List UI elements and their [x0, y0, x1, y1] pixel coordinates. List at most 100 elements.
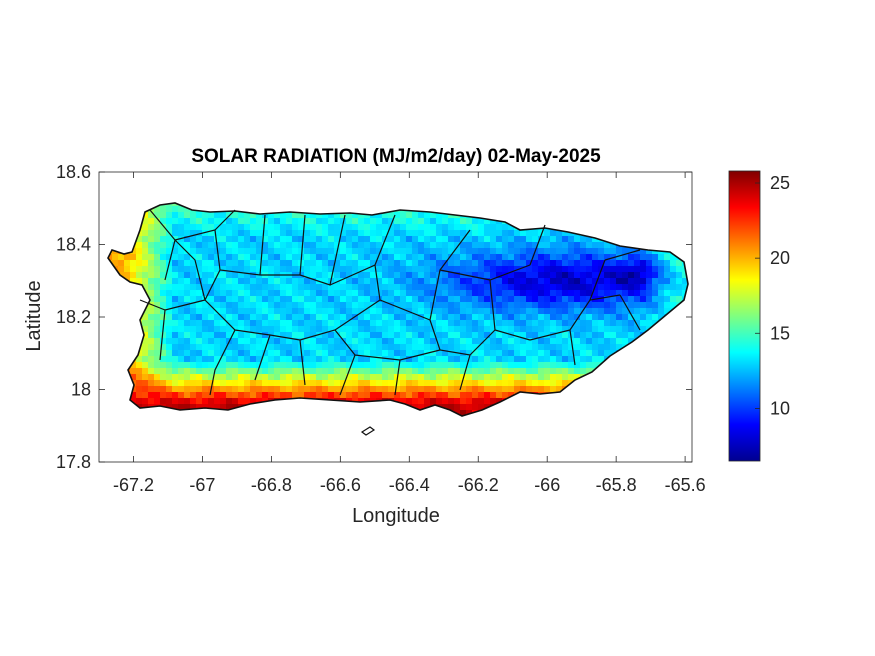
heatmap-cell [466, 230, 473, 237]
heatmap-cell [370, 374, 377, 381]
heatmap-cell [538, 386, 545, 393]
heatmap-cell [532, 230, 539, 237]
heatmap-cell [532, 254, 539, 261]
heatmap-cell [580, 344, 587, 351]
heatmap-cell [406, 248, 413, 255]
heatmap-cell [526, 266, 533, 273]
heatmap-cell [238, 248, 245, 255]
heatmap-cell [244, 332, 251, 339]
heatmap-cell [532, 302, 539, 309]
heatmap-cell [352, 332, 359, 339]
heatmap-cell [406, 224, 413, 231]
heatmap-cell [334, 254, 341, 261]
heatmap-cell [310, 302, 317, 309]
heatmap-cell [310, 368, 317, 375]
heatmap-cell [202, 338, 209, 345]
heatmap-cell [238, 320, 245, 327]
heatmap-cell [232, 392, 239, 399]
heatmap-cell [670, 278, 677, 285]
heatmap-cell [202, 344, 209, 351]
heatmap-cell [232, 236, 239, 243]
heatmap-cell [250, 380, 257, 387]
heatmap-cell [412, 344, 419, 351]
heatmap-cell [310, 314, 317, 321]
heatmap-cell [316, 254, 323, 261]
heatmap-cell [184, 374, 191, 381]
heatmap-cell [352, 260, 359, 267]
heatmap-cell [574, 350, 581, 357]
heatmap-cell [406, 332, 413, 339]
heatmap-cell [328, 392, 335, 399]
heatmap-cell [436, 224, 443, 231]
heatmap-cell [148, 380, 155, 387]
heatmap-cell [202, 320, 209, 327]
heatmap-cell [304, 212, 311, 219]
heatmap-cell [184, 308, 191, 315]
heatmap-cell [364, 272, 371, 279]
heatmap-cell [226, 272, 233, 279]
heatmap-cell [142, 380, 149, 387]
heatmap-cell [454, 374, 461, 381]
heatmap-cell [538, 338, 545, 345]
heatmap-cell [394, 296, 401, 303]
heatmap-cell [304, 218, 311, 225]
heatmap-cell [436, 218, 443, 225]
heatmap-cell [472, 236, 479, 243]
heatmap-cell [484, 314, 491, 321]
heatmap-cell [520, 368, 527, 375]
heatmap-cell [196, 278, 203, 285]
heatmap-cell [136, 260, 143, 267]
heatmap-cell [208, 362, 215, 369]
heatmap-cell [466, 302, 473, 309]
heatmap-cell [436, 230, 443, 237]
heatmap-cell [166, 374, 173, 381]
heatmap-cell [586, 248, 593, 255]
heatmap-cell [466, 338, 473, 345]
heatmap-cell [202, 392, 209, 399]
heatmap-cell [412, 368, 419, 375]
heatmap-cell [448, 230, 455, 237]
heatmap-cell [256, 254, 263, 261]
heatmap-cell [304, 260, 311, 267]
heatmap-cell [154, 260, 161, 267]
heatmap-cell [268, 230, 275, 237]
heatmap-cell [226, 314, 233, 321]
heatmap-cell [610, 344, 617, 351]
heatmap-cell [178, 242, 185, 249]
heatmap-cell [556, 308, 563, 315]
heatmap-cell [178, 308, 185, 315]
heatmap-cell [352, 218, 359, 225]
heatmap-cell [352, 254, 359, 261]
heatmap-cell [304, 356, 311, 363]
heatmap-cell [388, 332, 395, 339]
heatmap-cell [652, 260, 659, 267]
heatmap-cell [136, 278, 143, 285]
heatmap-cell [676, 284, 683, 291]
heatmap-cell [628, 302, 635, 309]
heatmap-cell [178, 326, 185, 333]
heatmap-cell [232, 230, 239, 237]
heatmap-cell [460, 230, 467, 237]
heatmap-cell [550, 338, 557, 345]
heatmap-cell [604, 350, 611, 357]
heatmap-cell [346, 224, 353, 231]
heatmap-cell [262, 218, 269, 225]
heatmap-cell [238, 236, 245, 243]
heatmap-cell [346, 272, 353, 279]
heatmap-cell [190, 236, 197, 243]
heatmap-cell [394, 284, 401, 291]
heatmap-cell [580, 296, 587, 303]
heatmap-cell [538, 362, 545, 369]
heatmap-cell [556, 368, 563, 375]
heatmap-cell [154, 386, 161, 393]
heatmap-cell [478, 236, 485, 243]
heatmap-cell [544, 362, 551, 369]
heatmap-cell [136, 374, 143, 381]
heatmap-cell [634, 278, 641, 285]
heatmap-cell [424, 332, 431, 339]
heatmap-cell [496, 326, 503, 333]
heatmap-cell [514, 278, 521, 285]
heatmap-cell [154, 338, 161, 345]
heatmap-cell [340, 350, 347, 357]
